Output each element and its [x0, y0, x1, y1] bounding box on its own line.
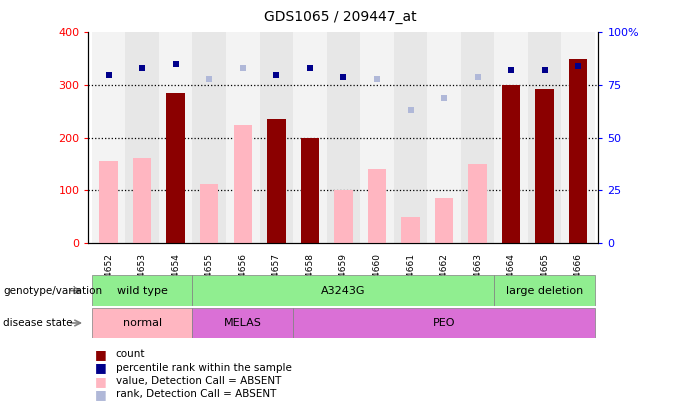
Text: A3243G: A3243G: [321, 286, 366, 296]
Bar: [368, 169, 386, 243]
Bar: [461, 32, 494, 243]
Text: ■: ■: [95, 388, 107, 401]
Bar: [562, 32, 595, 243]
Text: PEO: PEO: [432, 318, 456, 328]
Bar: [267, 119, 286, 243]
Bar: [293, 308, 595, 338]
Bar: [167, 93, 185, 243]
Text: ■: ■: [95, 375, 107, 388]
Bar: [233, 125, 252, 243]
Bar: [301, 138, 319, 243]
Bar: [401, 217, 420, 243]
Bar: [260, 32, 293, 243]
Bar: [427, 32, 461, 243]
Bar: [360, 32, 394, 243]
Bar: [502, 85, 520, 243]
Bar: [528, 32, 562, 243]
Bar: [535, 89, 554, 243]
Text: count: count: [116, 350, 145, 359]
Bar: [92, 32, 125, 243]
Bar: [133, 158, 152, 243]
Bar: [92, 308, 192, 338]
Text: large deletion: large deletion: [506, 286, 583, 296]
Text: genotype/variation: genotype/variation: [3, 286, 103, 296]
Bar: [192, 32, 226, 243]
Bar: [125, 32, 159, 243]
Bar: [226, 32, 260, 243]
Bar: [192, 275, 494, 306]
Text: ■: ■: [95, 348, 107, 361]
Bar: [293, 32, 326, 243]
Bar: [494, 275, 595, 306]
Bar: [435, 198, 454, 243]
Text: ■: ■: [95, 361, 107, 374]
Bar: [494, 32, 528, 243]
Bar: [569, 59, 588, 243]
Text: percentile rank within the sample: percentile rank within the sample: [116, 363, 292, 373]
Bar: [92, 275, 192, 306]
Text: wild type: wild type: [117, 286, 167, 296]
Text: disease state: disease state: [3, 318, 73, 328]
Bar: [334, 190, 353, 243]
Bar: [159, 32, 192, 243]
Bar: [99, 161, 118, 243]
Bar: [326, 32, 360, 243]
Text: value, Detection Call = ABSENT: value, Detection Call = ABSENT: [116, 376, 281, 386]
Bar: [469, 164, 487, 243]
Bar: [192, 308, 293, 338]
Text: normal: normal: [122, 318, 162, 328]
Bar: [394, 32, 427, 243]
Text: GDS1065 / 209447_at: GDS1065 / 209447_at: [264, 10, 416, 24]
Bar: [200, 183, 218, 243]
Text: MELAS: MELAS: [224, 318, 262, 328]
Text: rank, Detection Call = ABSENT: rank, Detection Call = ABSENT: [116, 390, 276, 399]
